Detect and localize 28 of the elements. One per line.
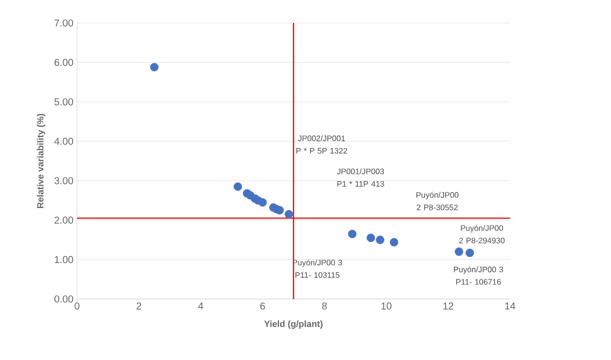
point [454,247,464,256]
point [366,234,376,242]
x-tick-label: 10 [382,302,392,310]
x-tick-label: 2 [136,302,142,310]
y-axis-title: Relative variability (%) [36,114,46,208]
x-tick-label: 0 [74,302,80,310]
y-tick-label: 0.00 [54,295,74,303]
point [234,182,242,191]
point [284,210,294,218]
y-tick-label: 4.00 [54,138,74,145]
x-tick-label: 14 [505,302,516,310]
x-axis-title: Yield (g/plant) [264,320,323,329]
x-tick-label: 6 [260,302,265,310]
point [258,198,267,207]
point [376,236,384,244]
y-tick-label: 7.00 [54,19,74,27]
y-tick-label: 1.00 [54,256,74,264]
x-tick-label: 4 [198,302,204,310]
x-tick-label: 12 [443,302,454,310]
point [390,238,398,246]
x-tick-label: 8 [322,302,327,310]
y-tick-label: 3.00 [54,177,74,184]
y-tick-label: 6.00 [54,58,74,66]
y-tick-label: 2.00 [54,216,74,224]
point [150,62,159,72]
y-tick-label: 5.00 [54,98,74,106]
point [466,248,474,258]
point [348,230,356,238]
